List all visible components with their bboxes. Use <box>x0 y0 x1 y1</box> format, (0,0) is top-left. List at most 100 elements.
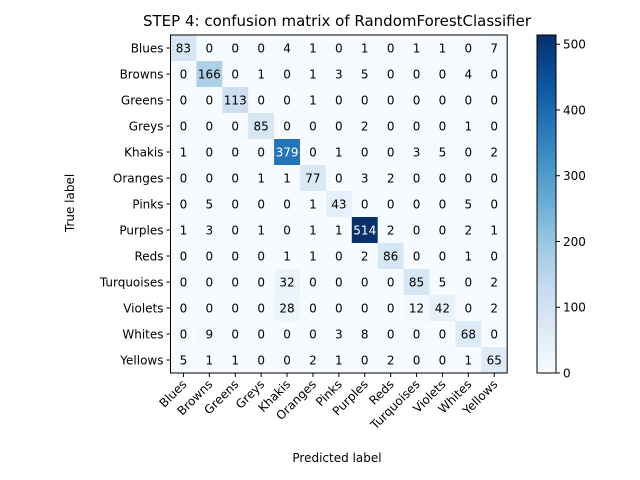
cell-value-label: 1 <box>206 354 214 368</box>
cell-value-label: 0 <box>490 250 498 264</box>
cell-value-label: 0 <box>206 94 214 108</box>
heatmap-cell <box>351 295 379 322</box>
cell-value-label: 0 <box>257 198 265 212</box>
cell-value-label: 0 <box>231 198 239 212</box>
cell-value-label: 0 <box>283 198 291 212</box>
heatmap-cell <box>455 61 482 88</box>
cell-value-label: 0 <box>309 328 317 342</box>
heatmap-cell <box>481 347 508 374</box>
heatmap-cell <box>170 347 197 374</box>
heatmap-cell <box>429 61 456 88</box>
heatmap-cell <box>403 61 430 88</box>
cell-value-label: 0 <box>231 328 239 342</box>
colorbar-tick-label: 300 <box>563 169 586 183</box>
heatmap-cell <box>196 243 223 270</box>
cell-value-label: 0 <box>387 68 395 82</box>
heatmap-cell <box>377 347 404 374</box>
cell-value-label: 0 <box>413 68 421 82</box>
cell-value-label: 0 <box>335 302 343 316</box>
heatmap-cell <box>222 61 249 88</box>
cell-value-label: 113 <box>224 94 247 108</box>
cell-value-label: 8 <box>361 328 369 342</box>
heatmap-cell <box>248 191 275 218</box>
cell-value-label: 1 <box>335 146 343 160</box>
heatmap-cell <box>170 217 197 244</box>
heatmap-cell <box>300 191 327 218</box>
heatmap-cell <box>300 347 327 374</box>
cell-value-label: 0 <box>439 250 447 264</box>
cell-value-label: 0 <box>439 172 447 186</box>
heatmap-cell <box>300 87 327 114</box>
heatmap-cell <box>455 165 482 192</box>
cell-value-label: 0 <box>309 146 317 160</box>
cell-value-label: 0 <box>490 68 498 82</box>
heatmap-cell <box>481 165 508 192</box>
cell-value-label: 0 <box>413 172 421 186</box>
y-tick-label: Khakis <box>124 146 163 160</box>
cell-value-label: 5 <box>439 276 447 290</box>
heatmap-cell <box>274 87 301 114</box>
cell-value-label: 0 <box>387 120 395 134</box>
heatmap-cell <box>429 217 456 244</box>
x-axis-label: Predicted label <box>292 451 381 465</box>
heatmap-cell <box>429 347 456 374</box>
cell-value-label: 0 <box>180 328 188 342</box>
cell-value-label: 0 <box>180 94 188 108</box>
heatmap-cell <box>248 269 275 296</box>
cell-value-label: 0 <box>309 302 317 316</box>
heatmap-cell <box>481 321 508 348</box>
heatmap-cell <box>274 269 301 296</box>
cell-value-label: 0 <box>283 68 291 82</box>
cell-value-label: 1 <box>283 250 291 264</box>
cell-value-label: 0 <box>257 328 265 342</box>
heatmap-cell <box>170 139 197 166</box>
heatmap-cell <box>274 347 301 374</box>
cell-value-label: 1 <box>309 224 317 238</box>
heatmap-cell <box>429 243 456 270</box>
cell-value-label: 0 <box>206 146 214 160</box>
heatmap-cell <box>403 165 430 192</box>
heatmap-cell <box>351 347 379 374</box>
heatmap-cell <box>377 321 404 348</box>
cell-value-label: 0 <box>180 120 188 134</box>
heatmap-cell <box>222 321 249 348</box>
heatmap-cell <box>325 295 353 322</box>
heatmap-cell <box>170 243 197 270</box>
heatmap-cell <box>455 217 482 244</box>
y-tick-label: Pinks <box>132 198 163 212</box>
y-tick-label: Turquoises <box>99 276 164 290</box>
y-tick-label: Greens <box>121 94 164 108</box>
cell-value-label: 1 <box>465 250 473 264</box>
colorbar-tick-label: 200 <box>563 235 586 249</box>
cell-value-label: 1 <box>439 42 447 56</box>
heatmap-cell <box>455 295 482 322</box>
cell-value-label: 1 <box>335 224 343 238</box>
heatmap-cell <box>455 269 482 296</box>
heatmap-cell <box>222 347 249 374</box>
cell-value-label: 0 <box>231 250 239 264</box>
colorbar-tick-label: 0 <box>563 367 571 381</box>
cell-value-label: 12 <box>409 302 424 316</box>
cell-value-label: 0 <box>439 120 447 134</box>
cell-value-label: 0 <box>439 354 447 368</box>
heatmap-cell <box>300 321 327 348</box>
heatmap-cell <box>429 35 456 62</box>
cell-value-label: 0 <box>361 146 369 160</box>
heatmap-cell <box>274 113 301 140</box>
heatmap-cell <box>481 295 508 322</box>
cell-value-label: 0 <box>465 276 473 290</box>
colorbar: 0 100 200 300 400 500 <box>536 34 586 381</box>
cell-value-label: 1 <box>335 354 343 368</box>
heatmap-cell <box>429 269 456 296</box>
cell-value-label: 42 <box>435 302 450 316</box>
cell-value-label: 0 <box>490 172 498 186</box>
heatmap-cells <box>170 35 508 374</box>
cell-value-label: 0 <box>361 276 369 290</box>
heatmap-cell <box>196 61 223 88</box>
cell-value-label: 0 <box>257 276 265 290</box>
heatmap-cell <box>274 191 301 218</box>
cell-value-label: 1 <box>180 146 188 160</box>
heatmap-cell <box>429 87 456 114</box>
heatmap-cell <box>481 35 508 62</box>
